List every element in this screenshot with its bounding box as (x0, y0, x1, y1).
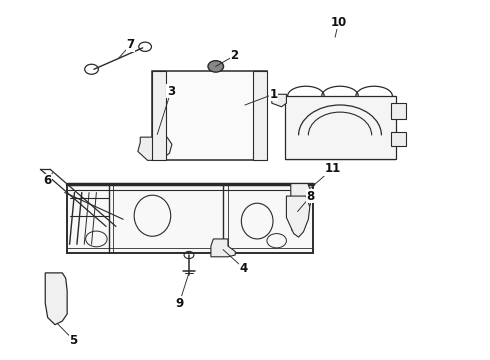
Text: 2: 2 (230, 49, 238, 62)
Circle shape (208, 61, 223, 72)
Text: 10: 10 (330, 15, 346, 28)
Polygon shape (67, 184, 313, 253)
Bar (253, 71, 267, 160)
Bar (152, 71, 267, 160)
Bar (391, 103, 406, 119)
Polygon shape (287, 196, 310, 237)
Text: 7: 7 (126, 39, 135, 51)
Text: 3: 3 (167, 85, 175, 98)
Text: 5: 5 (70, 333, 77, 347)
Bar (285, 96, 396, 158)
Polygon shape (272, 94, 287, 107)
Polygon shape (45, 273, 67, 325)
Text: 1: 1 (269, 88, 277, 101)
Polygon shape (138, 137, 172, 160)
Text: 4: 4 (240, 262, 248, 275)
Text: 8: 8 (307, 190, 315, 203)
Polygon shape (291, 184, 311, 212)
Polygon shape (211, 239, 235, 257)
Bar (391, 132, 406, 146)
Text: 11: 11 (324, 162, 341, 175)
Text: 9: 9 (175, 297, 183, 310)
Text: 6: 6 (44, 174, 52, 187)
Bar (152, 71, 166, 160)
